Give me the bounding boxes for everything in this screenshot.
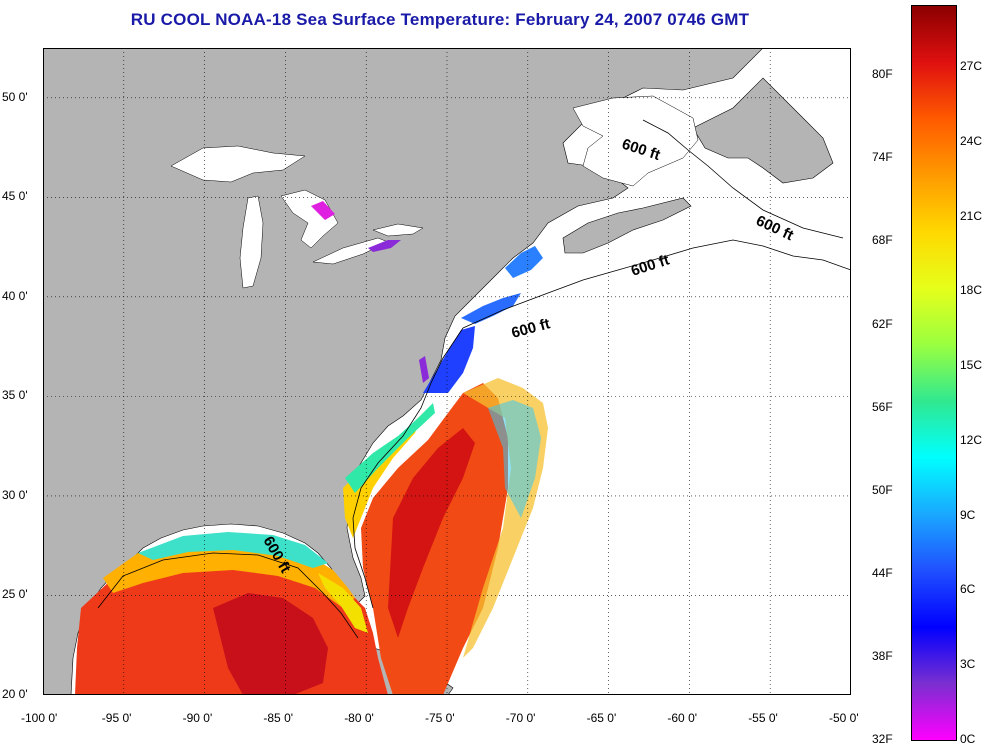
longitude-tick-label: -65 0': [586, 711, 617, 725]
graticule: [43, 48, 851, 695]
latitude-tick-label: 20 0': [2, 687, 28, 701]
colorbar-c-label: 6C: [960, 582, 976, 597]
colorbar-c-label: 18C: [960, 283, 983, 298]
sst-nj-shelf-cold: [461, 293, 521, 324]
isobath-600ft-north: [462, 239, 851, 329]
latitude-tick-label: 30 0': [2, 487, 28, 502]
longitude-tick-label: -95 0': [101, 711, 132, 725]
sst-chesapeake-cold: [419, 356, 429, 383]
cold-lake-patch-1: [311, 201, 335, 220]
latitude-tick-label: 45 0': [2, 189, 28, 204]
land-nova-scotia: [562, 197, 692, 254]
colorbar-c-label: 24C: [960, 133, 983, 148]
colorbar-f-label: 80F: [872, 67, 893, 82]
latitude-tick-label: 25 0': [2, 587, 28, 602]
sst-map[interactable]: 600 ft 600 ft 600 ft 600 ft 600 ft: [43, 48, 851, 695]
latitude-tick-label: 40 0': [2, 288, 28, 303]
sst-florida-shelf: [318, 573, 368, 633]
colorbar-c-label: 21C: [960, 208, 983, 223]
sst-mid-atlantic-cold: [423, 326, 475, 393]
colorbar-c-label: 15C: [960, 358, 983, 373]
colorbar-f-label: 68F: [872, 233, 893, 248]
sst-loop-current: [213, 593, 328, 695]
isobath-600ft-gulf: [97, 552, 359, 639]
temperature-colorbar: [911, 5, 957, 741]
longitude-tick-label: -55 0': [748, 711, 778, 725]
longitude-tick-label: -100 0': [21, 711, 58, 725]
colorbar-f-label: 44F: [872, 565, 893, 580]
lake-michigan: [239, 195, 264, 289]
colorbar-c-label: 12C: [960, 432, 983, 447]
gulf-st-lawrence: [572, 95, 699, 187]
longitude-tick-label: -70 0': [505, 711, 536, 725]
chart-title: RU COOL NOAA-18 Sea Surface Temperature:…: [130, 10, 750, 29]
colorbar-f-label: 56F: [872, 399, 893, 414]
latitude-tick-label: 35 0': [2, 388, 28, 403]
colorbar-f-label: 74F: [872, 150, 893, 165]
colorbar-f-label: 50F: [872, 482, 893, 497]
sst-south-atlantic-bight-shelf: [343, 413, 423, 538]
cold-lake-patch-2: [368, 240, 401, 252]
sst-gulf-shelf-cyan: [138, 532, 328, 568]
land-newfoundland: [692, 77, 834, 184]
sst-carolina-shelf-cyan: [345, 403, 435, 493]
colorbar-f-label: 32F: [872, 732, 893, 746]
longitude-tick-label: -80 0': [344, 711, 374, 725]
latitude-tick-label: 50 0': [2, 89, 28, 104]
isobath-600ft-atlantic: [352, 327, 464, 609]
colorbar-f-label: 38F: [872, 648, 893, 663]
longitude-tick-label: -85 0': [263, 711, 294, 725]
colorbar-f-label: 62F: [872, 316, 893, 331]
map-frame: [43, 48, 851, 695]
longitude-tick-label: -60 0': [667, 711, 698, 725]
sst-gulf-of-maine-cold: [505, 246, 543, 278]
colorbar-c-label: 0C: [960, 732, 976, 746]
longitude-tick-label: -90 0': [182, 711, 213, 725]
longitude-tick-label: -75 0': [425, 711, 455, 725]
sst-gulf-stream-core: [388, 428, 475, 638]
longitude-tick-label: -50 0': [829, 711, 859, 725]
isobath-600ft-east: [642, 119, 844, 239]
lake-superior: [170, 145, 306, 183]
colorbar-c-label: 3C: [960, 657, 976, 672]
lake-ontario: [372, 223, 424, 237]
colorbar-c-label: 27C: [960, 58, 983, 73]
colorbar-c-label: 9C: [960, 507, 976, 522]
